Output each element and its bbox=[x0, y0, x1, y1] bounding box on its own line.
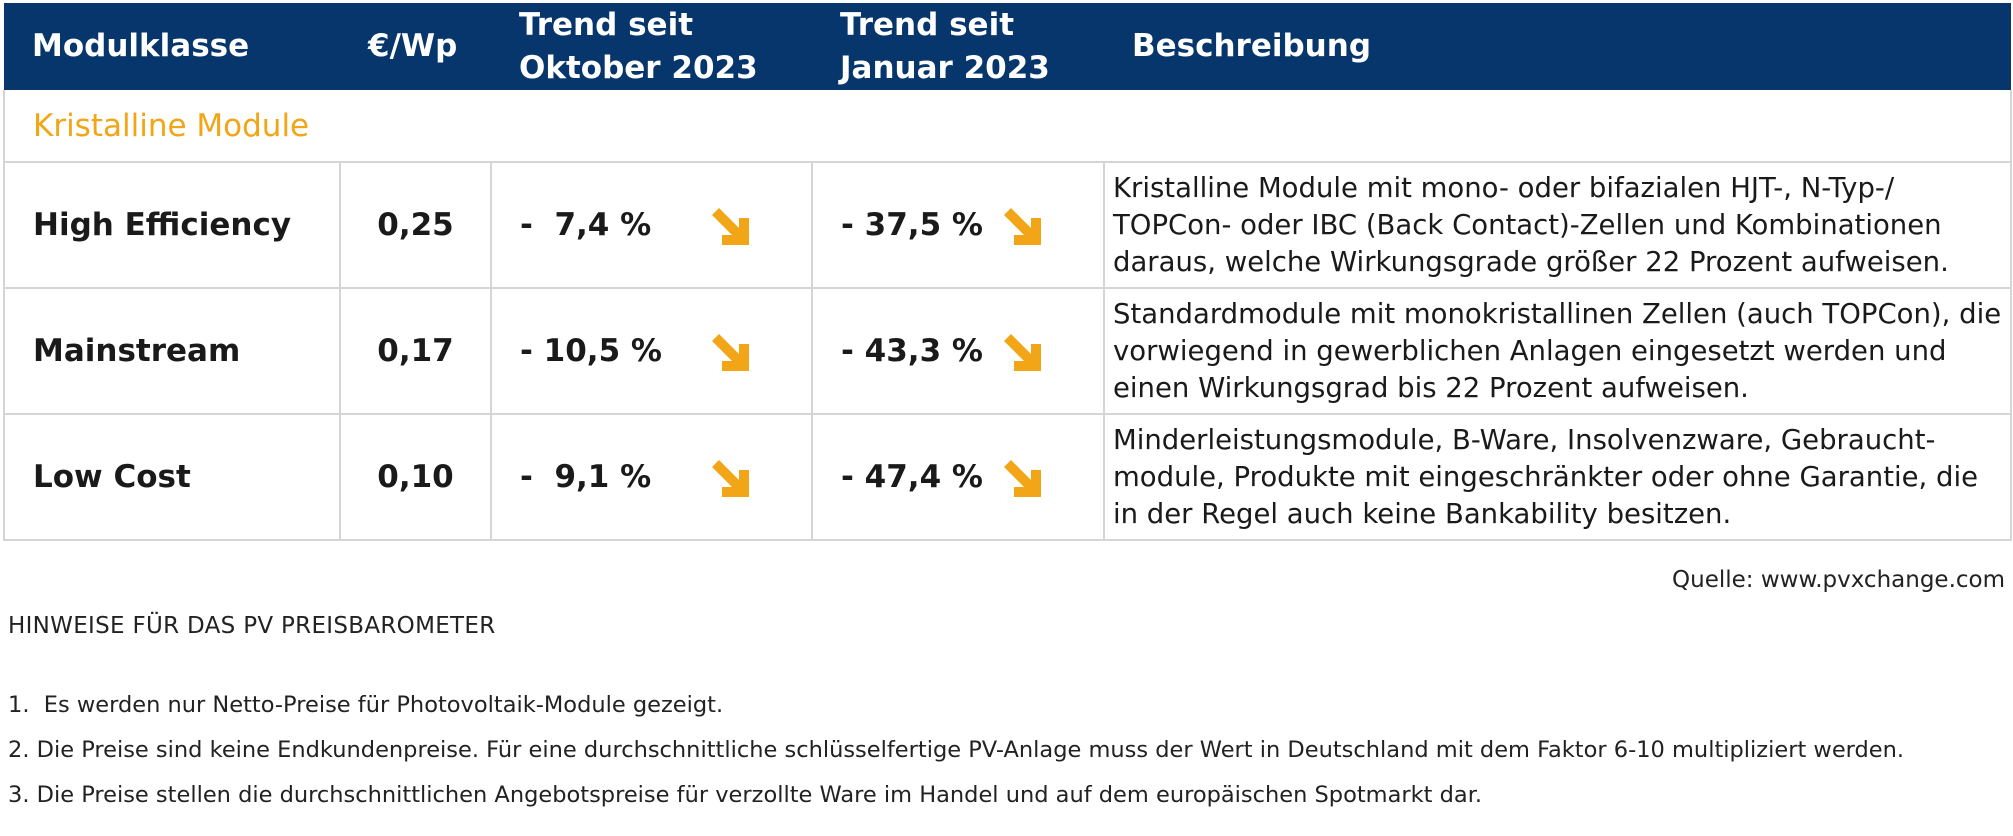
arrow-down-right-icon bbox=[1004, 208, 1041, 245]
header-trend-oct-line1: Trend seit bbox=[519, 6, 694, 43]
price-table-container: Modulklasse €/Wp Trend seit Oktober 2023… bbox=[3, 3, 2012, 541]
header-trend-jan: Trend seit Januar 2023 bbox=[812, 3, 1104, 90]
section-row: Kristalline Module bbox=[3, 90, 2012, 163]
row-trend-oct: - 10,5 % bbox=[490, 287, 813, 415]
header-modulklasse: Modulklasse bbox=[4, 3, 340, 90]
price-table: Modulklasse €/Wp Trend seit Oktober 2023… bbox=[3, 3, 2012, 541]
row-trend-oct: - 9,1 % bbox=[490, 413, 813, 541]
notes-list: 1. Es werden nur Netto-Preise für Photov… bbox=[8, 690, 1904, 825]
table-row: High Efficiency 0,25 - 7,4 % - 37,5 % Kr… bbox=[3, 161, 2012, 289]
row-price: 0,25 bbox=[339, 161, 492, 289]
row-name: Low Cost bbox=[3, 413, 341, 541]
header-trend-jan-line2: Januar 2023 bbox=[840, 49, 1050, 86]
section-label: Kristalline Module bbox=[3, 90, 2012, 163]
trend-oct-value: - 7,4 % bbox=[520, 207, 652, 243]
note-item: 3. Die Preise stellen die durchschnittli… bbox=[8, 782, 1483, 808]
row-trend-jan: - 43,3 % bbox=[811, 287, 1105, 415]
header-trend-oct: Trend seit Oktober 2023 bbox=[491, 3, 812, 90]
row-description: Minderleistungsmodule, B-Ware, Insolvenz… bbox=[1103, 413, 2012, 541]
row-trend-jan: - 37,5 % bbox=[811, 161, 1105, 289]
trend-oct-value: - 10,5 % bbox=[520, 333, 662, 369]
row-trend-jan: - 47,4 % bbox=[811, 413, 1105, 541]
arrow-down-right-icon bbox=[1004, 460, 1041, 497]
row-price: 0,10 bbox=[339, 413, 492, 541]
row-name: High Efficiency bbox=[3, 161, 341, 289]
row-description: Standardmodule mit monokristallinen Zell… bbox=[1103, 287, 2012, 415]
arrow-down-right-icon bbox=[712, 460, 749, 497]
arrow-down-right-icon bbox=[712, 334, 749, 371]
table-row: Low Cost 0,10 - 9,1 % - 47,4 % Minderlei… bbox=[3, 413, 2012, 541]
row-trend-oct: - 7,4 % bbox=[490, 161, 813, 289]
trend-jan-value: - 43,3 % bbox=[841, 333, 983, 369]
table-row: Mainstream 0,17 - 10,5 % - 43,3 % Standa… bbox=[3, 287, 2012, 415]
arrow-down-right-icon bbox=[712, 208, 749, 245]
header-trend-jan-line1: Trend seit bbox=[840, 6, 1015, 43]
header-trend-oct-line2: Oktober 2023 bbox=[519, 49, 758, 86]
header-row: Modulklasse €/Wp Trend seit Oktober 2023… bbox=[4, 3, 2011, 90]
source-credit: Quelle: www.pvxchange.com bbox=[1672, 567, 2005, 593]
note-item: 1. Es werden nur Netto-Preise für Photov… bbox=[8, 692, 724, 718]
trend-jan-value: - 37,5 % bbox=[841, 207, 983, 243]
row-name: Mainstream bbox=[3, 287, 341, 415]
row-price: 0,17 bbox=[339, 287, 492, 415]
trend-jan-value: - 47,4 % bbox=[841, 459, 983, 495]
note-item: 2. Die Preise sind keine Endkundenpreise… bbox=[8, 737, 1905, 763]
header-description: Beschreibung bbox=[1104, 3, 2011, 90]
header-price: €/Wp bbox=[340, 3, 491, 90]
arrow-down-right-icon bbox=[1004, 334, 1041, 371]
row-description: Kristalline Module mit mono- oder bifazi… bbox=[1103, 161, 2012, 289]
notes-title: HINWEISE FÜR DAS PV PREISBAROMETER bbox=[8, 613, 496, 639]
trend-oct-value: - 9,1 % bbox=[520, 459, 652, 495]
